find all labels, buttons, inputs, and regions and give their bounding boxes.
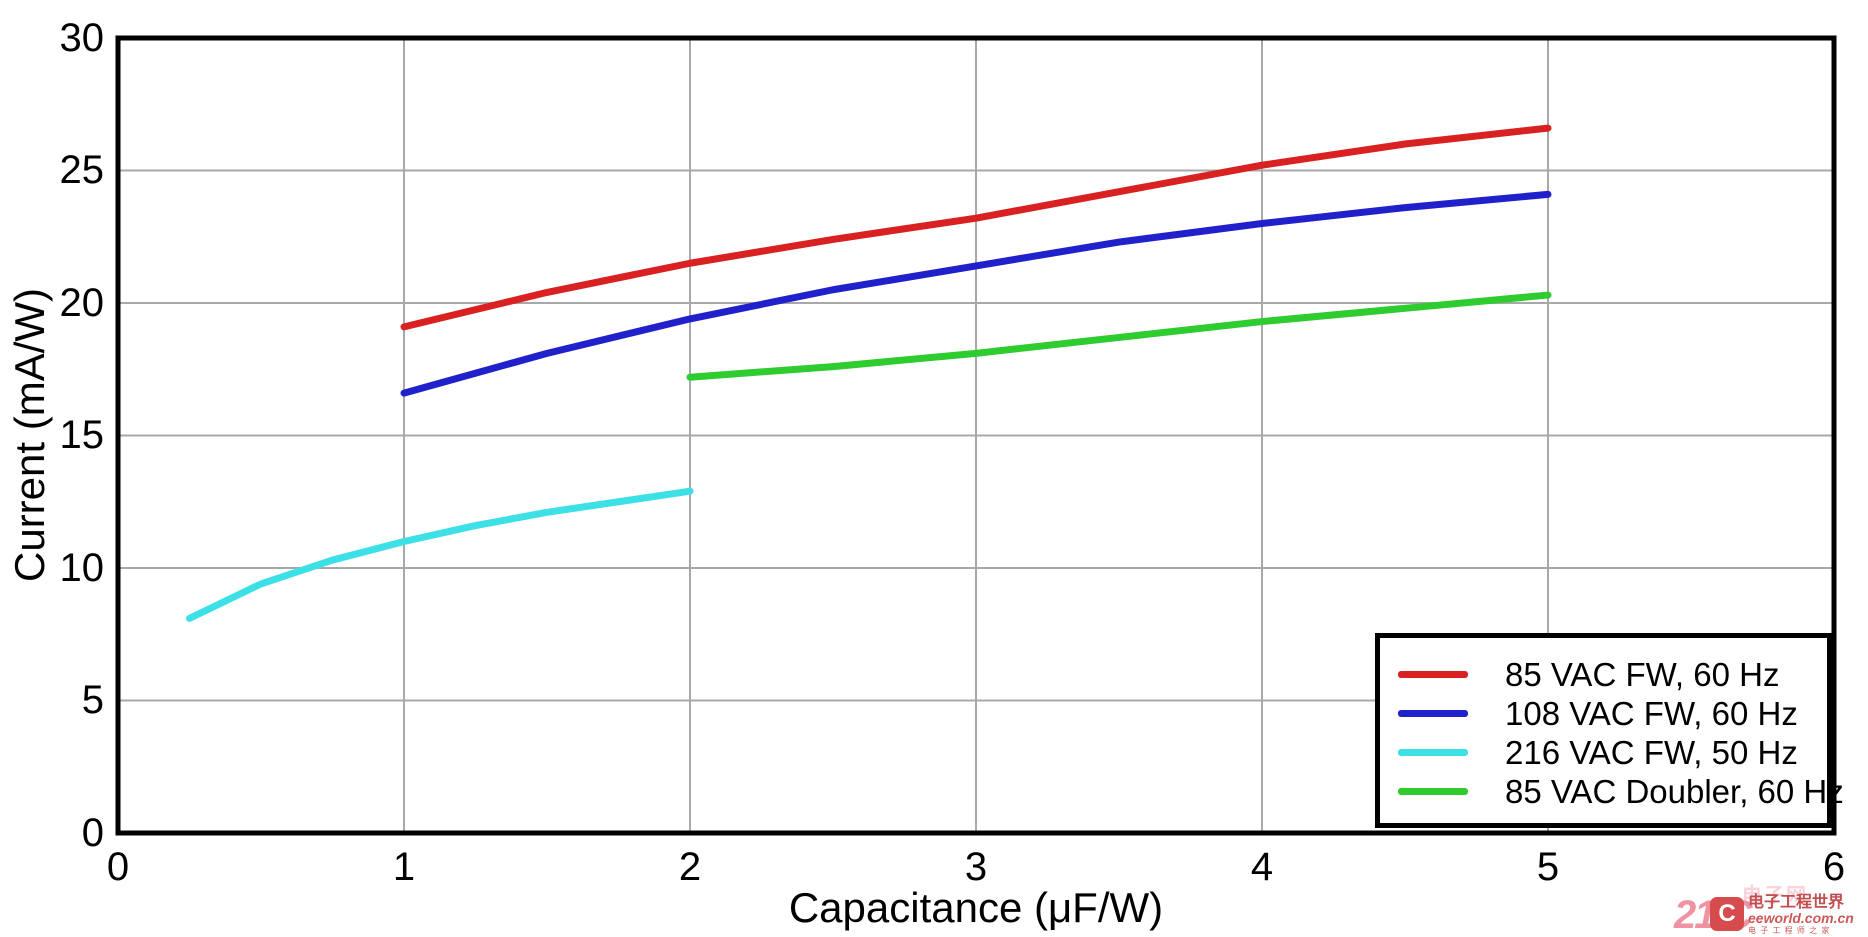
y-tick-label: 15 xyxy=(59,413,105,457)
legend-label: 85 VAC Doubler, 60 Hz xyxy=(1505,773,1844,810)
x-tick-label: 6 xyxy=(1822,845,1846,889)
y-tick-label: 30 xyxy=(59,16,105,60)
legend-line-swatch xyxy=(1398,671,1468,678)
legend-label: 85 VAC FW, 60 Hz xyxy=(1505,656,1780,693)
legend-item: 85 VAC FW, 60 Hz xyxy=(1380,655,1827,694)
y-tick-label: 20 xyxy=(59,281,105,325)
legend-line-swatch xyxy=(1398,710,1468,717)
legend-label: 108 VAC FW, 60 Hz xyxy=(1505,695,1798,732)
y-tick-label: 25 xyxy=(59,148,105,192)
x-tick-label: 5 xyxy=(1536,845,1560,889)
legend-item: 216 VAC FW, 50 Hz xyxy=(1380,733,1827,772)
x-tick-label: 3 xyxy=(964,845,988,889)
legend-item: 85 VAC Doubler, 60 Hz xyxy=(1380,772,1844,811)
legend-line-swatch xyxy=(1398,788,1468,795)
y-tick-label: 5 xyxy=(81,678,104,722)
legend-label: 216 VAC FW, 50 Hz xyxy=(1505,734,1798,771)
y-tick-label: 10 xyxy=(59,546,105,590)
legend-line-swatch xyxy=(1398,749,1468,756)
x-tick-label: 4 xyxy=(1250,845,1274,889)
x-tick-label: 2 xyxy=(678,845,702,889)
legend-item: 108 VAC FW, 60 Hz xyxy=(1380,694,1827,733)
y-axis-title: Current (mA/W) xyxy=(6,288,53,582)
y-tick-label: 0 xyxy=(81,811,104,855)
x-tick-label: 1 xyxy=(392,845,416,889)
x-tick-label: 0 xyxy=(106,845,130,889)
x-axis-title: Capacitance (μF/W) xyxy=(788,884,1164,931)
legend: 85 VAC FW, 60 Hz 108 VAC FW, 60 Hz 216 V… xyxy=(1375,633,1844,828)
